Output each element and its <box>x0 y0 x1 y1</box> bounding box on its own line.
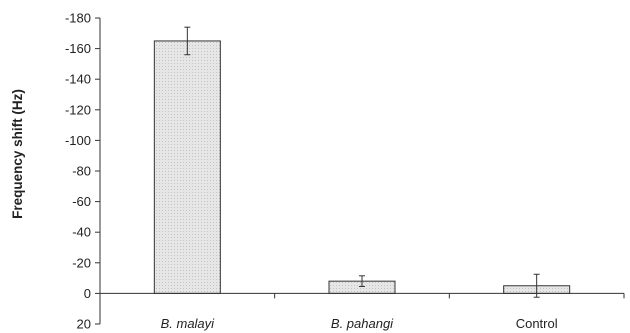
error-bars <box>184 26 540 298</box>
error-bar <box>359 275 365 288</box>
y-tick-label: -100 <box>65 133 91 148</box>
y-tick-label: -140 <box>65 72 91 87</box>
x-axis-labels: B. malayi B. pahangi Control <box>161 316 558 331</box>
error-bar <box>184 26 191 56</box>
category-label: B. malayi <box>161 316 216 331</box>
y-axis-ticks: 20 0 -20 -40 -60 -80 -100 -120 -140 -160 -180 <box>65 11 100 332</box>
axes <box>99 18 625 324</box>
y-tick-label: -40 <box>72 225 91 240</box>
category-label: B. pahangi <box>331 316 394 331</box>
y-tick-label: -60 <box>72 194 91 209</box>
y-tick-label: 20 <box>77 317 91 332</box>
y-tick-label: -180 <box>65 11 91 26</box>
bars <box>153 40 571 294</box>
y-tick-label: -160 <box>65 41 91 56</box>
y-axis-label: Frequency shift (Hz) <box>10 89 25 219</box>
bar <box>153 40 221 294</box>
category-label: Control <box>516 316 558 331</box>
y-tick-label: -80 <box>72 164 91 179</box>
y-tick-label: 0 <box>84 286 91 301</box>
y-tick-label: -20 <box>72 255 91 270</box>
y-tick-label: -120 <box>65 102 91 117</box>
